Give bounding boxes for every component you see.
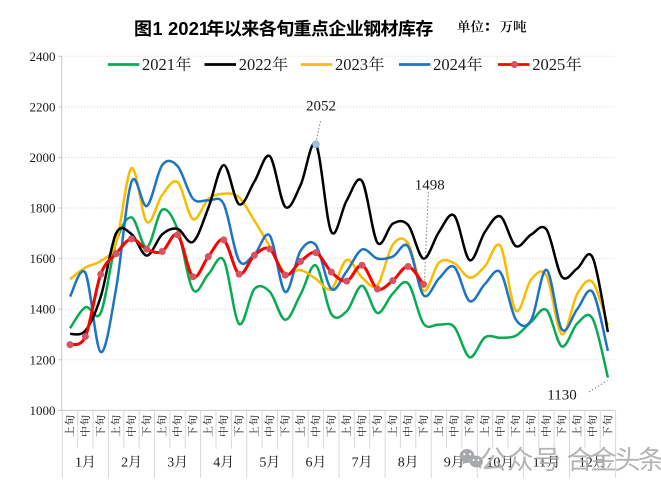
svg-text:2000: 2000	[30, 150, 56, 165]
svg-text:2052: 2052	[306, 99, 336, 115]
svg-text:1400: 1400	[30, 302, 56, 317]
svg-text:2: 2	[121, 456, 128, 471]
svg-text:12: 12	[579, 456, 593, 471]
svg-text:2023: 2023	[335, 55, 368, 74]
svg-text:8: 8	[398, 456, 405, 471]
svg-text:2021: 2021	[168, 18, 209, 39]
svg-text:1: 1	[153, 19, 163, 39]
svg-text:1498: 1498	[415, 178, 445, 194]
svg-text:2021: 2021	[142, 55, 175, 74]
svg-text:6: 6	[306, 456, 313, 471]
svg-text:1600: 1600	[30, 251, 56, 266]
svg-text:2200: 2200	[30, 99, 56, 114]
svg-text:2400: 2400	[30, 49, 56, 64]
svg-text:1800: 1800	[30, 201, 56, 216]
svg-text:1200: 1200	[30, 352, 56, 367]
svg-text:1130: 1130	[547, 388, 576, 404]
svg-text:2024: 2024	[433, 55, 466, 74]
svg-text:7: 7	[352, 456, 359, 471]
svg-text:4: 4	[213, 456, 220, 471]
svg-text:1000: 1000	[30, 403, 56, 418]
svg-text:5: 5	[259, 456, 266, 471]
svg-text:2022: 2022	[239, 55, 272, 74]
svg-text:3: 3	[167, 456, 174, 471]
svg-text:2025: 2025	[532, 55, 565, 74]
svg-text:1: 1	[75, 456, 82, 471]
svg-text:9: 9	[444, 456, 451, 471]
